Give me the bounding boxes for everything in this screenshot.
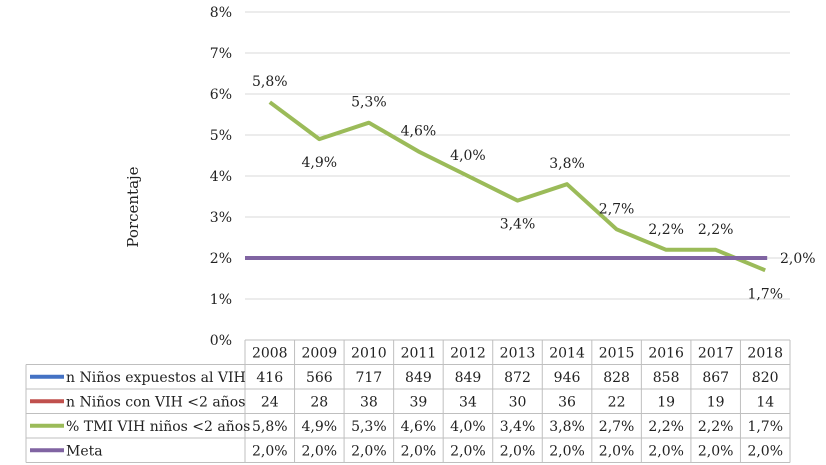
- table-cell: 2,0%: [747, 443, 783, 459]
- y-tick-label: 2%: [210, 251, 232, 267]
- y-tick-label: 8%: [210, 5, 232, 21]
- table-cell: 416: [256, 370, 283, 386]
- meta-end-label: 2,0%: [780, 251, 816, 267]
- table-cell: 849: [405, 370, 432, 386]
- table-cell: 2,0%: [648, 443, 684, 459]
- table-cell: 828: [603, 370, 630, 386]
- x-tick-label: 2010: [351, 345, 387, 361]
- data-label: 4,6%: [401, 123, 437, 139]
- data-label: 2,7%: [599, 201, 635, 217]
- table-cell: 1,7%: [747, 419, 783, 435]
- table-cell: 2,7%: [599, 419, 635, 435]
- table-cell: 36: [558, 394, 576, 410]
- series-line-2: [268, 100, 766, 273]
- data-table: 2008 2009 2010 2011 2012 2013 2014 2015 2016 2017…: [25, 339, 791, 463]
- table-cell: 34: [459, 394, 477, 410]
- y-tick-label: 7%: [210, 46, 232, 62]
- table-cell: 14: [756, 394, 774, 410]
- data-labels: 5,8% 4,9% 5,3% 4,6% 4,0% 3,4% 3,8% 2,7% 2,2% 2,2%…: [252, 74, 816, 302]
- data-label: 3,4%: [500, 217, 536, 233]
- y-tick-label: 6%: [210, 87, 232, 103]
- data-label: 2,2%: [648, 222, 684, 238]
- table-cell: 4,9%: [302, 419, 338, 435]
- x-tick-label: 2012: [450, 345, 486, 361]
- x-tick-label: 2013: [500, 345, 536, 361]
- table-cell: 38: [360, 394, 378, 410]
- x-tick-label: 2008: [252, 345, 288, 361]
- y-tick-label: 4%: [210, 169, 232, 185]
- table-cell: 717: [355, 370, 382, 386]
- table-cell: 2,2%: [648, 419, 684, 435]
- x-tick-label: 2016: [648, 345, 684, 361]
- table-cell: 566: [306, 370, 333, 386]
- table-cell: 872: [504, 370, 531, 386]
- table-cell: 946: [554, 370, 581, 386]
- y-axis: Porcentaje 0% 1% 2% 3% 4% 5% 6% 7% 8%: [124, 5, 232, 349]
- y-axis-label: Porcentaje: [124, 166, 142, 247]
- table-cell: 19: [657, 394, 675, 410]
- table-cell: 24: [261, 394, 279, 410]
- data-label: 1,7%: [747, 286, 783, 302]
- table-cell: 4,0%: [450, 419, 486, 435]
- table-cell: 3,4%: [500, 419, 536, 435]
- table-cell: 2,0%: [401, 443, 437, 459]
- table-cell: 2,2%: [698, 419, 734, 435]
- data-label: 4,0%: [450, 148, 486, 164]
- table-cell: 5,8%: [252, 419, 288, 435]
- x-tick-label: 2015: [599, 345, 635, 361]
- x-tick-label: 2017: [698, 345, 734, 361]
- table-cell: 849: [455, 370, 482, 386]
- legend-label-0: n Niños expuestos al VIH: [66, 370, 246, 386]
- y-tick-label: 0%: [210, 333, 232, 349]
- table-cell: 22: [608, 394, 626, 410]
- table-cell: 19: [707, 394, 725, 410]
- data-label: 3,8%: [549, 156, 585, 172]
- table-cell: 28: [310, 394, 328, 410]
- data-label: 5,8%: [252, 74, 288, 90]
- series-lines: [245, 100, 768, 273]
- table-cell: 2,0%: [500, 443, 536, 459]
- x-tick-label: 2014: [549, 345, 585, 361]
- legend-label-3: Meta: [66, 443, 103, 459]
- y-tick-label: 1%: [210, 292, 232, 308]
- data-label: 5,3%: [351, 95, 387, 111]
- table-cell: 2,0%: [698, 443, 734, 459]
- table-cell: 30: [509, 394, 527, 410]
- legend-label-1: n Niños con VIH <2 años: [66, 394, 245, 410]
- table-cell: 4,6%: [401, 419, 437, 435]
- legend-label-2: % TMI VIH niños <2 años: [66, 419, 250, 435]
- x-tick-label: 2011: [401, 345, 437, 361]
- x-tick-label: 2018: [747, 345, 783, 361]
- table-cell: 5,3%: [351, 419, 387, 435]
- table-cell: 39: [409, 394, 427, 410]
- data-label: 2,2%: [698, 222, 734, 238]
- table-cell: 2,0%: [549, 443, 585, 459]
- table-cell: 820: [752, 370, 779, 386]
- y-tick-label: 5%: [210, 128, 232, 144]
- x-tick-label: 2009: [301, 345, 337, 361]
- table-cell: 3,8%: [549, 419, 585, 435]
- table-cell: 2,0%: [351, 443, 387, 459]
- table-cell: 858: [653, 370, 680, 386]
- table-cell: 2,0%: [302, 443, 338, 459]
- table-cell: 2,0%: [599, 443, 635, 459]
- table-cell: 2,0%: [450, 443, 486, 459]
- table-cell: 867: [702, 370, 729, 386]
- y-tick-label: 3%: [210, 210, 232, 226]
- data-label: 4,9%: [302, 155, 338, 171]
- table-cell: 2,0%: [252, 443, 288, 459]
